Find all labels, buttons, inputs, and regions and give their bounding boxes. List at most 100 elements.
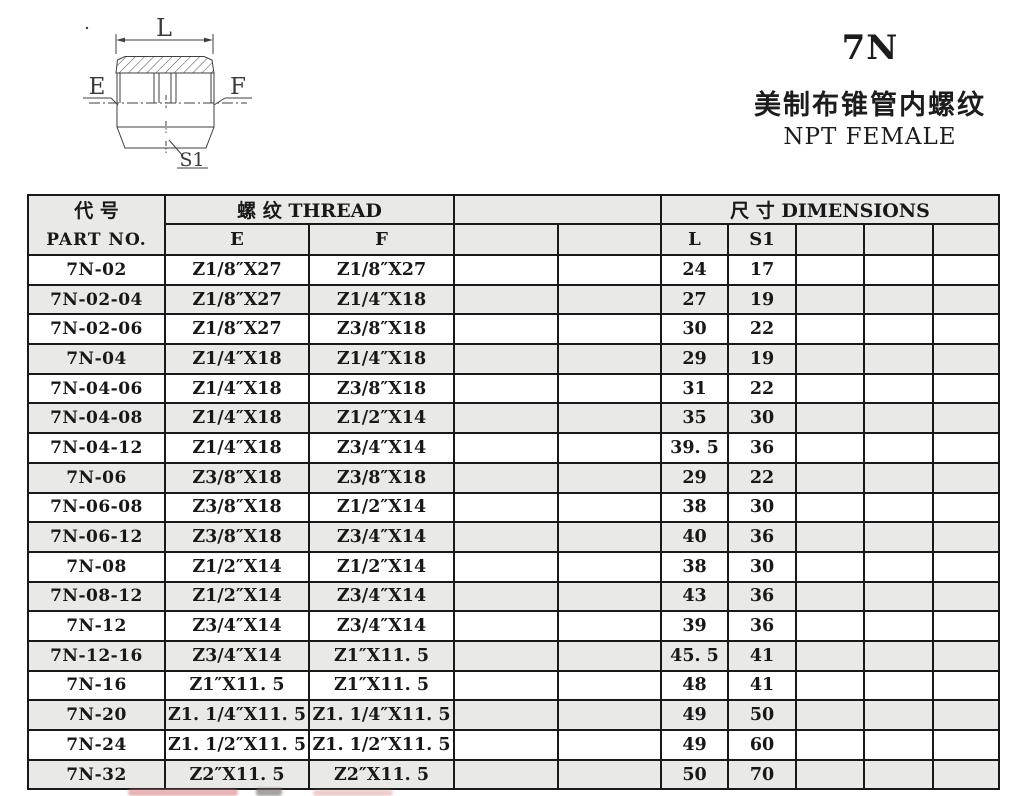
- dim-l-cell: 29: [660, 343, 729, 375]
- thread-e-cell: Z1. 1/4″X11. 5: [164, 699, 310, 731]
- empty-cell: [453, 343, 559, 375]
- scan-artifact: [128, 788, 458, 796]
- thread-e-cell: Z1/2″X14: [164, 580, 310, 613]
- header-col-blank: [453, 223, 559, 256]
- empty-cell: [931, 461, 1001, 494]
- thread-e-cell: Z1. 1/2″X11. 5: [164, 729, 310, 761]
- empty-cell: [557, 372, 662, 405]
- empty-cell: [931, 372, 1001, 405]
- dim-l-cell: 38: [660, 491, 729, 524]
- thread-f-cell: Z1/2″X14: [308, 550, 455, 583]
- header-part-no-en: PART NO.: [46, 229, 147, 250]
- table-row: 7N-24 Z1. 1/2″X11. 5 Z1. 1/2″X11. 5 49 6…: [27, 729, 1001, 761]
- dim-s1-cell: 19: [727, 343, 797, 375]
- empty-cell: [795, 313, 865, 346]
- dim-l-cell: 27: [660, 283, 729, 316]
- thread-f-cell: Z1/8″X27: [308, 254, 455, 286]
- empty-cell: [557, 639, 662, 672]
- thread-e-cell: Z1/2″X14: [164, 550, 310, 583]
- empty-cell: [453, 432, 559, 464]
- empty-cell: [863, 550, 934, 583]
- empty-cell: [863, 699, 934, 731]
- dim-s1-cell: 36: [727, 521, 797, 553]
- empty-cell: [795, 610, 865, 642]
- header-col-s1: S1: [727, 223, 797, 256]
- table-row: 7N-02-04 Z1/8″X27 Z1/4″X18 27 19: [27, 283, 1001, 316]
- dim-s1-cell: 36: [727, 610, 797, 642]
- empty-cell: [557, 283, 662, 316]
- header-col-blank: [863, 223, 934, 256]
- thread-f-cell: Z3/4″X14: [308, 610, 455, 642]
- table-row: 7N-08 Z1/2″X14 Z1/2″X14 38 30: [27, 550, 1001, 583]
- thread-f-cell: Z1. 1/4″X11. 5: [308, 699, 455, 731]
- empty-cell: [453, 254, 559, 286]
- thread-f-cell: Z1/2″X14: [308, 491, 455, 524]
- empty-cell: [453, 758, 559, 791]
- empty-cell: [557, 461, 662, 494]
- table-row: 7N-06 Z3/8″X18 Z3/8″X18 29 22: [27, 461, 1001, 494]
- header-col-f: F: [308, 223, 455, 256]
- thread-f-cell: Z3/8″X18: [308, 372, 455, 405]
- dim-s1-cell: 60: [727, 729, 797, 761]
- empty-cell: [795, 639, 865, 672]
- thread-e-cell: Z3/8″X18: [164, 491, 310, 524]
- empty-cell: [453, 372, 559, 405]
- thread-f-cell: Z3/4″X14: [308, 580, 455, 613]
- drawing-label-S1: S1: [179, 149, 204, 171]
- thread-e-cell: Z1″X11. 5: [164, 669, 310, 702]
- empty-cell: [863, 521, 934, 553]
- table-row: 7N-02 Z1/8″X27 Z1/8″X27 24 17: [27, 254, 1001, 286]
- empty-cell: [863, 402, 934, 435]
- part-no-cell: 7N-20: [27, 699, 166, 731]
- scan-artifact-blob: [313, 790, 393, 796]
- series-code: 7N: [841, 28, 899, 68]
- part-no-cell: 7N-08-12: [27, 580, 166, 613]
- dim-s1-cell: 19: [727, 283, 797, 316]
- empty-cell: [863, 639, 934, 672]
- empty-cell: [931, 491, 1001, 524]
- dim-l-cell: 39: [660, 610, 729, 642]
- empty-cell: [557, 343, 662, 375]
- empty-cell: [795, 699, 865, 731]
- empty-cell: [931, 639, 1001, 672]
- empty-cell: [453, 610, 559, 642]
- part-no-cell: 7N-16: [27, 669, 166, 702]
- part-no-cell: 7N-24: [27, 729, 166, 761]
- empty-cell: [863, 610, 934, 642]
- empty-cell: [557, 669, 662, 702]
- empty-cell: [795, 343, 865, 375]
- thread-e-cell: Z1/8″X27: [164, 313, 310, 346]
- empty-cell: [931, 254, 1001, 286]
- table-row: 7N-04 Z1/4″X18 Z1/4″X18 29 19: [27, 343, 1001, 375]
- empty-cell: [795, 729, 865, 761]
- empty-cell: [453, 699, 559, 731]
- empty-cell: [795, 283, 865, 316]
- thread-f-cell: Z3/4″X14: [308, 521, 455, 553]
- empty-cell: [453, 491, 559, 524]
- thread-e-cell: Z1/8″X27: [164, 254, 310, 286]
- parts-table: 代 号 PART NO. 螺 纹 THREAD 尺 寸 DIMENSIONS E…: [27, 194, 1001, 791]
- empty-cell: [795, 491, 865, 524]
- part-no-cell: 7N-02-06: [27, 313, 166, 346]
- thread-f-cell: Z3/8″X18: [308, 461, 455, 494]
- empty-cell: [557, 432, 662, 464]
- dim-s1-cell: 41: [727, 669, 797, 702]
- title-chinese: 美制布锥管内螺纹: [754, 90, 986, 121]
- dim-s1-cell: 30: [727, 550, 797, 583]
- empty-cell: [453, 729, 559, 761]
- dim-l-cell: 31: [660, 372, 729, 405]
- empty-cell: [863, 254, 934, 286]
- dim-l-cell: 48: [660, 669, 729, 702]
- dim-l-cell: 35: [660, 402, 729, 435]
- dim-s1-cell: 70: [727, 758, 797, 791]
- empty-cell: [795, 580, 865, 613]
- empty-cell: [863, 729, 934, 761]
- empty-cell: [931, 521, 1001, 553]
- empty-cell: [453, 669, 559, 702]
- dim-s1-cell: 22: [727, 461, 797, 494]
- empty-cell: [931, 758, 1001, 791]
- empty-cell: [795, 461, 865, 494]
- thread-e-cell: Z1/4″X18: [164, 372, 310, 405]
- thread-e-cell: Z1/8″X27: [164, 283, 310, 316]
